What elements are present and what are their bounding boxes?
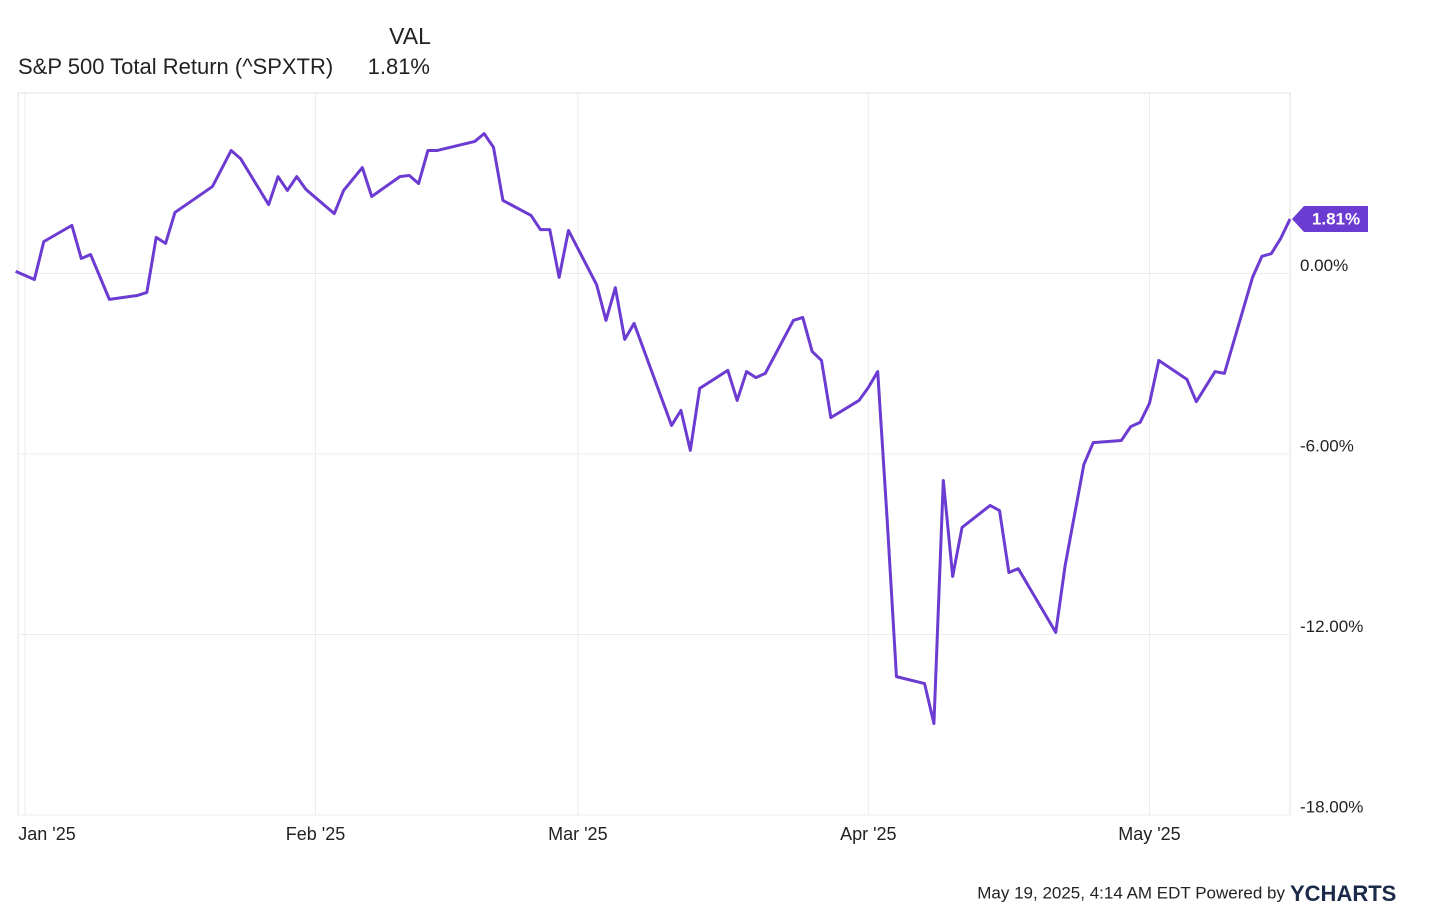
line <box>15 132 1292 726</box>
y-tick-label: -18.00% <box>1300 797 1363 816</box>
x-tick-label: May '25 <box>1118 824 1180 844</box>
legend-name: S&P 500 Total Return (^SPXTR) <box>18 54 333 79</box>
value-badge <box>1292 206 1368 233</box>
y-tick-label: -6.00% <box>1300 436 1354 455</box>
footer: May 19, 2025, 4:14 AM EDT Powered by <box>977 883 1285 902</box>
x-tick-label: Feb '25 <box>286 824 345 844</box>
brand: YCHARTS <box>1290 881 1396 906</box>
legend-value: 1.81% <box>368 54 430 79</box>
value-label: 1.81% <box>1312 210 1360 229</box>
legend-header: VAL <box>389 23 431 49</box>
x-tick-label: Apr '25 <box>840 824 896 844</box>
x-tick-label: Mar '25 <box>548 824 607 844</box>
y-tick-label: -12.00% <box>1300 617 1363 636</box>
x-tick-label: Jan '25 <box>18 824 75 844</box>
y-tick-label: 0.00% <box>1300 256 1348 275</box>
